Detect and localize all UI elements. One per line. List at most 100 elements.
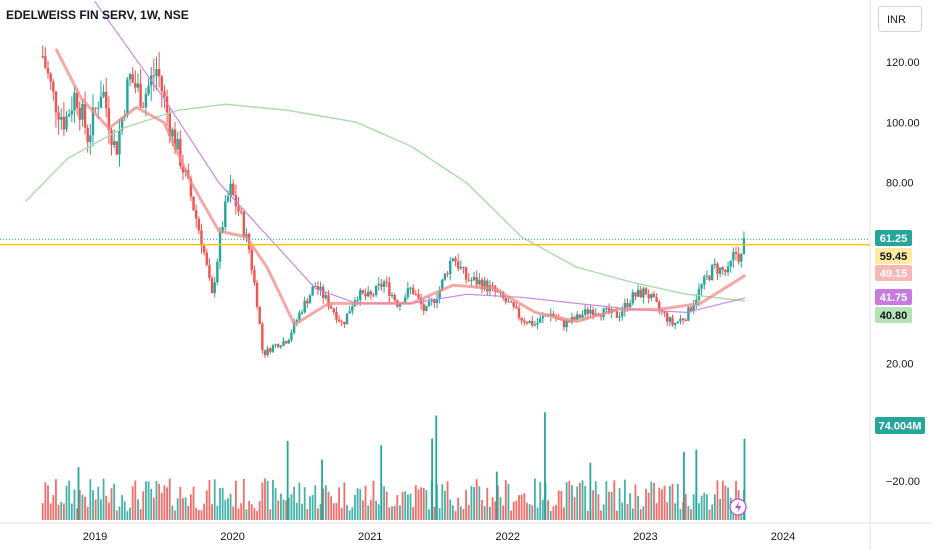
volume-bar (330, 496, 333, 520)
x-tick-label: 2023 (633, 531, 657, 543)
volume-bar (240, 503, 243, 520)
volume-bar (531, 505, 534, 520)
volume-bar (504, 480, 507, 520)
candle-body (44, 56, 47, 68)
candle-body (427, 301, 431, 306)
price-tag-label: 61.25 (880, 233, 908, 245)
candle-body (322, 286, 325, 299)
volume-bar (520, 494, 523, 520)
volume-bar (221, 487, 224, 520)
candle-body (456, 261, 460, 269)
volume-bars (41, 412, 746, 520)
volume-bar (293, 486, 295, 520)
volume-bar (377, 504, 380, 520)
volume-bar (303, 487, 306, 520)
candle-body (200, 230, 203, 246)
volume-bar (97, 486, 100, 520)
volume-bar (253, 508, 256, 520)
candle-body (194, 210, 198, 219)
candle-body (335, 312, 338, 320)
candle-body (433, 299, 436, 303)
volume-bar (399, 505, 401, 520)
volume-bar (139, 508, 142, 520)
candle-body (176, 138, 179, 150)
volume-bar (261, 482, 264, 520)
volume-bar (152, 497, 155, 520)
volume-bar (475, 479, 478, 520)
candle-body (605, 308, 608, 310)
volume-bar (187, 505, 190, 520)
candle-body (120, 117, 124, 131)
volume-bar (346, 505, 348, 520)
candle-body (343, 321, 346, 325)
volume-bar (287, 497, 290, 520)
candle-body (541, 316, 545, 319)
volume-bar (711, 504, 714, 520)
candle-body (507, 301, 510, 303)
volume-bar (645, 488, 647, 520)
volume-bar (637, 495, 639, 520)
volume-bar (438, 508, 441, 520)
volume-bar (317, 508, 319, 520)
volume-bar (343, 482, 346, 520)
volume-bar (552, 506, 555, 520)
y-tick-label: 20.00 (886, 359, 914, 371)
volume-bar (605, 481, 608, 520)
candle-body (676, 321, 679, 324)
volume-bar (478, 486, 481, 520)
candle-body (631, 292, 635, 304)
volume-bar (216, 505, 219, 520)
volume-bar (102, 478, 105, 520)
currency-button[interactable]: INR (878, 6, 922, 32)
candle-body (634, 292, 637, 297)
volume-bar (227, 498, 229, 520)
volume-bar (647, 492, 650, 520)
candle-body (414, 294, 418, 296)
price-tag-label: 40.80 (880, 310, 908, 322)
volume-bar (250, 504, 253, 520)
candle-body (75, 92, 79, 108)
candle-body (181, 166, 185, 173)
volume-bar (245, 509, 248, 520)
candle-body (237, 206, 240, 212)
candle-body (626, 302, 629, 308)
volume-spike (544, 412, 546, 520)
volume-bar (197, 510, 200, 520)
candle-body (504, 297, 507, 302)
candle-body (173, 129, 177, 150)
volume-bar (277, 500, 280, 520)
candle-body (329, 306, 333, 309)
candle-body (486, 280, 489, 292)
candle-body (517, 308, 521, 318)
volume-bar (70, 503, 73, 520)
candle-body (668, 317, 672, 322)
candle-body (83, 103, 87, 128)
volume-bar (618, 488, 621, 520)
volume-bar (457, 497, 460, 520)
candle-body (155, 69, 158, 77)
volume-bar (713, 494, 716, 520)
volume-bar (269, 509, 272, 520)
volume-bar (131, 486, 134, 520)
volume-spike (321, 459, 323, 520)
volume-bar (364, 485, 367, 520)
ma-fast-line (55, 48, 746, 326)
candle-body (404, 297, 407, 303)
volume-bar (555, 505, 557, 520)
volume-bar (581, 480, 584, 520)
volume-bar (65, 485, 68, 520)
volume-bar (462, 508, 465, 520)
volume-spike (77, 467, 80, 520)
volume-bar (502, 505, 505, 520)
volume-bar (563, 507, 565, 520)
candle-body (112, 141, 116, 146)
candle-body (197, 218, 201, 231)
candle-body (54, 91, 58, 113)
lightning-icon[interactable] (729, 498, 747, 516)
volume-bar (375, 500, 378, 520)
candle-body (565, 320, 568, 328)
volume-bar (121, 495, 123, 520)
candle-body (478, 279, 481, 285)
candle-body (78, 107, 81, 120)
